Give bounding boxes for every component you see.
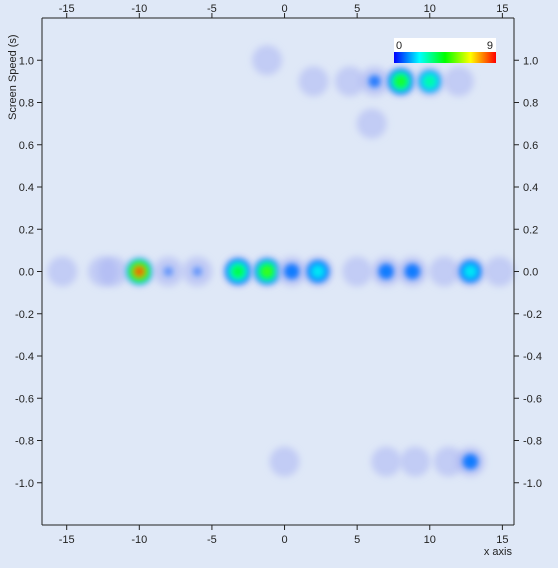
colorscale-label-bg: [394, 38, 496, 52]
heat-point-core: [234, 268, 242, 276]
x-tick-label-top: 0: [281, 3, 287, 15]
heat-point: [429, 257, 459, 287]
heat-point-halo: [429, 257, 459, 287]
heat-point: [342, 257, 372, 287]
x-tick-label-top: -5: [207, 3, 217, 15]
heat-point: [397, 257, 427, 287]
colorscale-legend: 0 9: [394, 38, 496, 63]
x-tick-label-bottom: -5: [207, 534, 217, 546]
heat-point-core: [371, 77, 379, 85]
x-tick-label-bottom: 15: [496, 534, 508, 546]
heat-point: [124, 257, 154, 287]
heat-point: [98, 257, 128, 287]
heat-point-core: [426, 77, 434, 85]
y-tick-label-right: 0.0: [523, 267, 538, 279]
x-tick-label-top: 15: [496, 3, 508, 15]
y-tick-label-left: -0.8: [15, 436, 34, 448]
x-tick-label-bottom: 5: [354, 534, 360, 546]
y-tick-label-left: 0.6: [19, 140, 34, 152]
heat-point-core: [193, 268, 201, 276]
heat-point-core: [314, 268, 322, 276]
heat-point: [371, 447, 401, 477]
colorscale-max-label: 9: [487, 40, 493, 52]
y-tick-label-right: 1.0: [523, 55, 538, 67]
heat-point: [303, 257, 333, 287]
y-tick-label-left: -0.2: [15, 309, 34, 321]
y-tick-label-right: -0.8: [523, 436, 542, 448]
x-tick-label-top: -10: [131, 3, 147, 15]
heat-point: [455, 257, 485, 287]
y-tick-label-right: 0.4: [523, 182, 538, 194]
heat-point-core: [135, 268, 143, 276]
heat-point: [277, 257, 307, 287]
y-tick-label-left: 1.0: [19, 55, 34, 67]
heat-point: [444, 66, 474, 96]
heat-point: [270, 447, 300, 477]
heat-point: [153, 257, 183, 287]
x-tick-label-bottom: 10: [424, 534, 436, 546]
heat-point-core: [263, 268, 271, 276]
x-tick-label-bottom: -15: [59, 534, 75, 546]
heat-point-halo: [47, 257, 77, 287]
colorscale-bar: [394, 52, 496, 63]
heat-point-core: [288, 268, 296, 276]
heat-point-halo: [342, 257, 372, 287]
heat-point-core: [466, 458, 474, 466]
y-tick-label-right: -1.0: [523, 478, 542, 490]
y-tick-label-left: 0.8: [19, 98, 34, 110]
heat-point: [371, 257, 401, 287]
x-tick-label-top: 10: [424, 3, 436, 15]
y-tick-label-left: -0.4: [15, 351, 34, 363]
y-tick-label-right: 0.2: [523, 224, 538, 236]
heat-point: [252, 45, 282, 75]
heat-point: [182, 257, 212, 287]
y-tick-label-left: 0.2: [19, 224, 34, 236]
heat-point-halo: [400, 447, 430, 477]
heat-point-halo: [299, 66, 329, 96]
heat-point-halo: [484, 257, 514, 287]
y-tick-label-left: -1.0: [15, 478, 34, 490]
x-tick-label-bottom: 0: [281, 534, 287, 546]
heat-point: [400, 447, 430, 477]
y-tick-label-left: 0.4: [19, 182, 34, 194]
heat-point-core: [466, 268, 474, 276]
heat-point-halo: [270, 447, 300, 477]
heat-point: [299, 66, 329, 96]
y-tick-label-right: -0.2: [523, 309, 542, 321]
y-tick-label-right: -0.4: [523, 351, 542, 363]
y-tick-label-left: -0.6: [15, 393, 34, 405]
heat-point-halo: [444, 66, 474, 96]
heat-point: [223, 257, 253, 287]
y-tick-label-right: 0.6: [523, 140, 538, 152]
heat-point: [386, 66, 416, 96]
heat-point: [415, 66, 445, 96]
heat-point-halo: [357, 109, 387, 139]
y-tick-label-right: -0.6: [523, 393, 542, 405]
y-tick-label-right: 0.8: [523, 98, 538, 110]
heat-point-core: [408, 268, 416, 276]
heat-point: [484, 257, 514, 287]
heat-point: [455, 447, 485, 477]
x-axis-label: x axis: [484, 546, 513, 558]
heat-point-halo: [252, 45, 282, 75]
heat-point-halo: [98, 257, 128, 287]
heat-point-halo: [371, 447, 401, 477]
heat-point: [47, 257, 77, 287]
x-tick-label-bottom: -10: [131, 534, 147, 546]
y-axis-label: Screen Speed (s): [7, 34, 19, 120]
x-tick-label-top: -15: [59, 3, 75, 15]
heat-point: [357, 109, 387, 139]
heat-point: [360, 66, 390, 96]
heat-point-core: [164, 268, 172, 276]
y-tick-label-left: 0.0: [19, 267, 34, 279]
x-tick-label-top: 5: [354, 3, 360, 15]
colorscale-min-label: 0: [396, 40, 402, 52]
heat-point-core: [397, 77, 405, 85]
heat-point-core: [382, 268, 390, 276]
